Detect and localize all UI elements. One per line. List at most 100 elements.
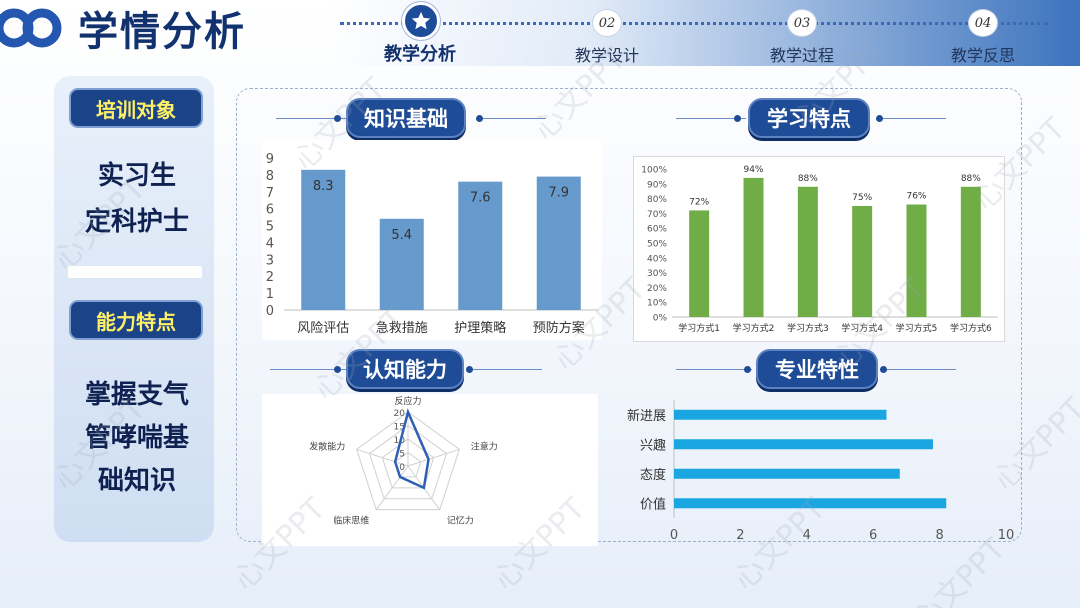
- y-tick-label: 7: [266, 186, 274, 201]
- target-line-2: 定科护士: [84, 207, 189, 237]
- nav-tab-teaching-process[interactable]: 教学过程: [769, 46, 835, 65]
- data-label: 75%: [852, 193, 872, 203]
- knowledge-bar-chart: 0 1 2 3 45 6 7 8 9 8.3 风险评估 5.4 急救措施 7.6 护理策略 7.9 预防方案: [266, 152, 598, 336]
- radar-axis-label: 记忆力: [447, 514, 474, 526]
- ability-line-3: 础知识: [97, 466, 176, 496]
- section-title-professional: 专业特性: [756, 349, 878, 389]
- nav-step-2-badge[interactable]: 02: [592, 9, 622, 37]
- y-tick-label: 80%: [647, 195, 667, 205]
- title-dot: [876, 115, 883, 122]
- radar-axis-label: 注意力: [471, 441, 498, 453]
- y-tick-label: 9: [266, 152, 274, 167]
- y-tick-label: 10%: [647, 299, 667, 309]
- bar: [674, 498, 947, 509]
- left-divider: [68, 266, 202, 278]
- title-line-left: [276, 118, 346, 119]
- title-dot: [334, 115, 341, 122]
- header-band: [330, 0, 1080, 66]
- section-title-cognitive: 认知能力: [346, 349, 464, 389]
- x-tick-label: 学习方式2: [733, 322, 775, 334]
- radar-spoke: [407, 448, 460, 467]
- data-label: 72%: [689, 197, 709, 207]
- title-line-right: [476, 118, 546, 119]
- title-line-left: [676, 118, 746, 119]
- bar: [852, 206, 873, 317]
- y-tick-label: 6: [266, 203, 274, 218]
- bar: [674, 409, 887, 420]
- y-tick-label: 新进展: [627, 408, 666, 424]
- data-label: 7.6: [470, 191, 491, 206]
- nav-tab-teaching-design[interactable]: 教学设计: [574, 46, 640, 65]
- target-line-1: 实习生: [97, 161, 176, 191]
- section-title-learning: 学习特点: [748, 98, 870, 138]
- title-dot: [734, 115, 741, 122]
- learning-chart-panel: 0% 10% 20% 30% 40% 50% 60% 70% 80% 90% 100% 72% 学习方式…: [633, 156, 1005, 342]
- radar-grid-ring: [356, 411, 460, 511]
- nav-progress-line: [340, 22, 1048, 25]
- title-dot: [880, 366, 887, 373]
- radar-spoke: [375, 465, 409, 510]
- nav-tab-teaching-analysis[interactable]: 教学分析: [384, 44, 456, 65]
- data-label: 7.9: [548, 186, 569, 201]
- section-title-knowledge: 知识基础: [346, 98, 466, 138]
- title-line-left: [270, 369, 346, 370]
- bar: [960, 186, 981, 317]
- x-tick-label: 学习方式5: [896, 322, 938, 334]
- y-tick-label: 1: [266, 287, 274, 302]
- x-tick-label: 0: [670, 528, 678, 543]
- y-tick-label: 态度: [640, 467, 666, 483]
- learning-bar-chart: 0% 10% 20% 30% 40% 50% 60% 70% 80% 90% 100% 72% 学习方式…: [641, 165, 998, 334]
- ability-tag: 能力特点: [69, 300, 203, 340]
- nav-step-3-badge[interactable]: 03: [787, 9, 817, 37]
- knowledge-chart-panel: 0 1 2 3 4 5 6 7 8 9 8.3 风险评估 5.4 急救措施 7.6 护理策略 7.9 预防方案: [262, 140, 602, 340]
- data-label: 76%: [906, 192, 926, 202]
- y-tick-label: 30%: [647, 269, 667, 279]
- y-tick-label: 100%: [641, 166, 667, 176]
- x-tick-label: 学习方式1: [678, 322, 720, 334]
- y-tick-label: 20%: [647, 284, 667, 294]
- x-tick-label: 预防方案: [533, 320, 585, 336]
- x-tick-label: 2: [736, 528, 744, 543]
- professional-chart-panel: 新进展 兴趣 态度 价值 0 2 4 6 8 10: [610, 394, 1020, 546]
- bar: [906, 204, 927, 317]
- x-tick-label: 学习方式4: [841, 322, 883, 334]
- page-title: 学情分析: [78, 9, 246, 55]
- x-tick-label: 学习方式3: [787, 322, 829, 334]
- y-tick-label: 0%: [653, 314, 668, 324]
- y-tick-label: 5: [266, 220, 274, 235]
- radar-grid-ring: [394, 451, 422, 478]
- y-tick-label: 2: [266, 270, 274, 285]
- nav-step-1-star-icon[interactable]: [402, 2, 440, 40]
- data-label: 88%: [798, 174, 818, 184]
- cognitive-chart-panel: 反应力 注意力 记忆力 临床思维 发散能力 0 5 10 15 20: [262, 394, 598, 546]
- bar: [674, 439, 933, 450]
- training-target-tag: 培训对象: [69, 88, 203, 128]
- data-label: 8.3: [313, 179, 334, 194]
- y-tick-label: 价值: [640, 496, 666, 512]
- logo-icon: [0, 8, 62, 48]
- y-tick-label: 3: [266, 253, 274, 268]
- nav-step-4-badge[interactable]: 04: [968, 9, 998, 37]
- data-label: 5.4: [391, 228, 412, 243]
- bar: [301, 169, 346, 310]
- bar: [379, 218, 424, 310]
- radar-tick-label: 20: [394, 409, 406, 419]
- y-tick-label: 0: [266, 304, 274, 319]
- bar: [674, 468, 900, 479]
- x-tick-label: 8: [935, 528, 943, 543]
- bar: [458, 181, 503, 310]
- data-label: 94%: [743, 165, 763, 175]
- nav-tab-teaching-reflection[interactable]: 教学反思: [950, 46, 1016, 65]
- x-tick-label: 学习方式6: [950, 322, 992, 334]
- y-tick-label: 4: [266, 236, 274, 251]
- radar-tick-label: 0: [399, 463, 405, 473]
- bar: [743, 177, 764, 317]
- title-dot: [744, 366, 751, 373]
- x-tick-label: 10: [998, 528, 1015, 543]
- title-line-left: [676, 369, 752, 370]
- radar-grid-ring: [368, 424, 448, 500]
- y-tick-label: 90%: [647, 180, 667, 190]
- x-tick-label: 6: [869, 528, 877, 543]
